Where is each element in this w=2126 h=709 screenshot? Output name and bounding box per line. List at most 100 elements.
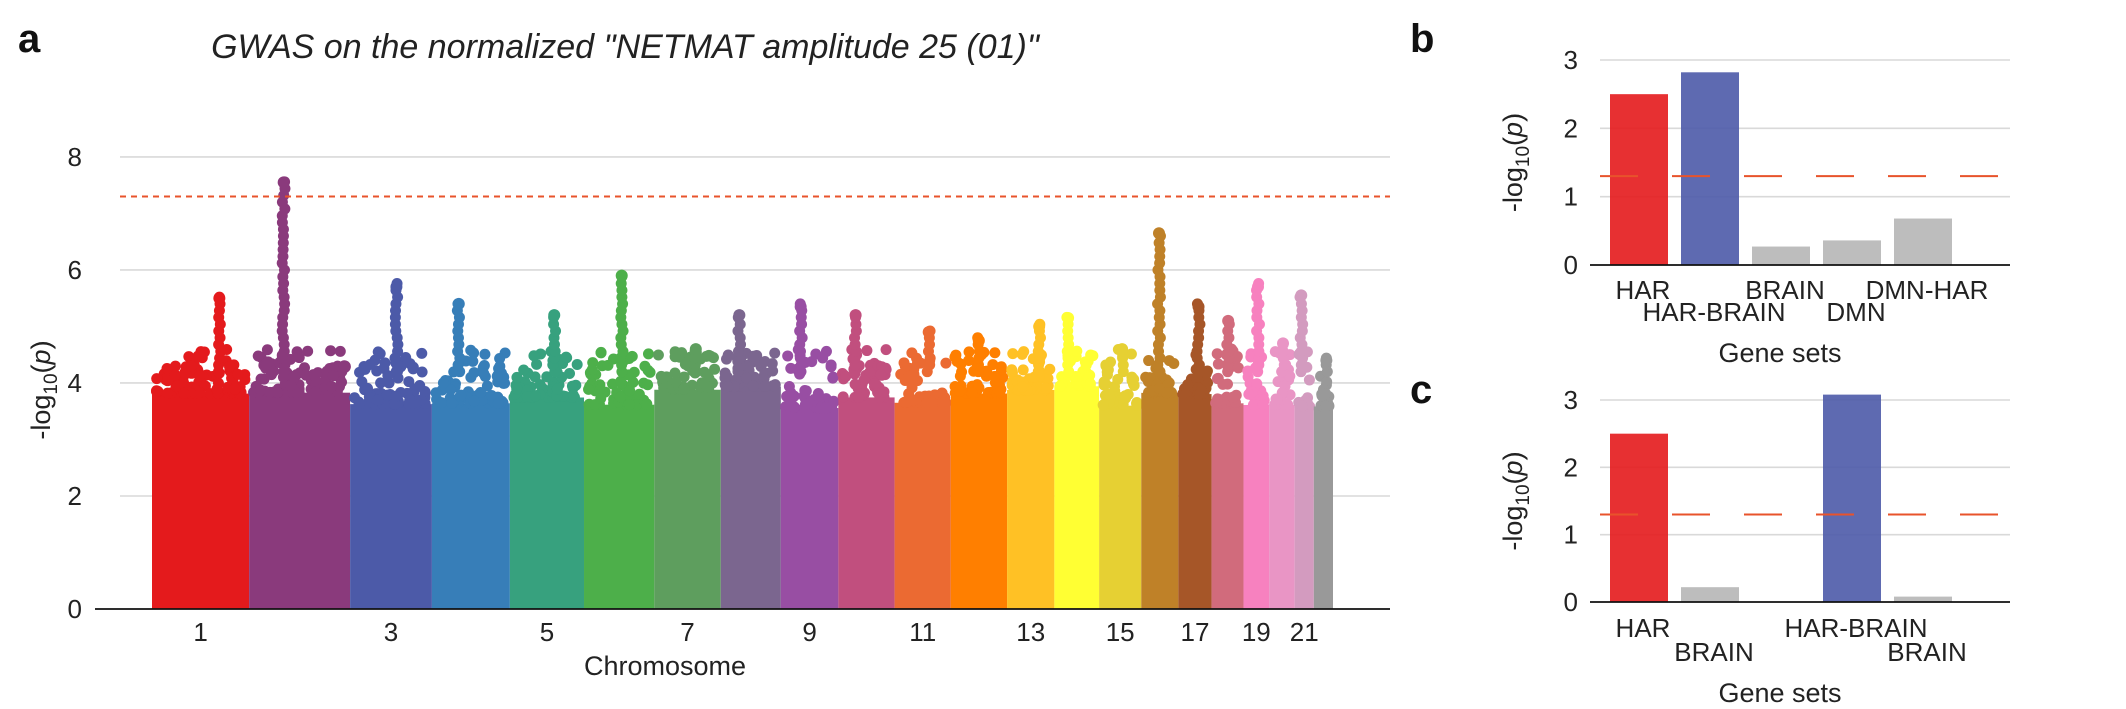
snp-point bbox=[229, 383, 241, 395]
snp-point bbox=[310, 386, 322, 398]
snp-point bbox=[372, 394, 384, 406]
chromosome-4-points bbox=[430, 297, 511, 609]
panel-letter-c: c bbox=[1410, 368, 1432, 412]
snp-point bbox=[161, 363, 173, 375]
snp-point bbox=[705, 350, 717, 362]
snp-point bbox=[1085, 349, 1097, 361]
chart-title: GWAS on the normalized "NETMAT amplitude… bbox=[211, 28, 1041, 66]
snp-point bbox=[169, 369, 181, 381]
snp-point bbox=[995, 361, 1007, 373]
panel-letter-a: a bbox=[18, 17, 41, 61]
snp-point bbox=[981, 365, 993, 377]
y-axis-label: -log10(p) bbox=[1498, 113, 1534, 212]
snp-point bbox=[264, 386, 276, 398]
snp-point bbox=[760, 380, 772, 392]
chromosome-14-points bbox=[1054, 311, 1100, 609]
snp-point bbox=[486, 390, 498, 402]
snp-point bbox=[1182, 379, 1194, 391]
snp-point bbox=[614, 391, 626, 403]
snp-point bbox=[721, 353, 733, 365]
chromosome-7-points bbox=[652, 343, 721, 609]
lead-snp-point bbox=[1222, 314, 1235, 327]
snp-point bbox=[511, 383, 523, 395]
snp-point bbox=[1248, 399, 1260, 411]
lead-snp-point bbox=[794, 300, 807, 313]
panel-a: a GWAS on the normalized "NETMAT amplitu… bbox=[18, 17, 1390, 681]
x-tick-label: BRAIN bbox=[1674, 637, 1753, 667]
snp-point bbox=[936, 387, 948, 399]
snp-point bbox=[369, 354, 381, 366]
snp-point bbox=[820, 402, 832, 414]
x-tick-label: HAR bbox=[1616, 613, 1671, 643]
snp-point bbox=[260, 360, 272, 372]
snp-point bbox=[1131, 399, 1143, 411]
snp-point bbox=[642, 348, 654, 360]
y-axis-label: -log10(p) bbox=[26, 340, 62, 439]
snp-point bbox=[624, 385, 636, 397]
snp-point bbox=[192, 350, 204, 362]
chromosome-20-points bbox=[1269, 337, 1296, 609]
snp-point bbox=[669, 367, 681, 379]
snp-point bbox=[747, 380, 759, 392]
snp-band bbox=[431, 403, 510, 609]
bar-har-brain bbox=[1681, 72, 1739, 265]
snp-point bbox=[799, 385, 811, 397]
snp-point bbox=[1320, 388, 1332, 400]
snp-point bbox=[375, 377, 387, 389]
snp-point bbox=[1006, 364, 1018, 376]
snp-point bbox=[1120, 392, 1132, 404]
snp-point bbox=[255, 384, 267, 396]
snp-point bbox=[521, 390, 533, 402]
bar-brain bbox=[1752, 246, 1810, 265]
snp-point bbox=[400, 351, 412, 363]
snp-point bbox=[1227, 391, 1239, 403]
snp-band bbox=[249, 392, 351, 609]
lead-snp-point bbox=[1192, 300, 1205, 313]
snp-point bbox=[1080, 359, 1092, 371]
x-tick-label: 21 bbox=[1290, 617, 1319, 647]
snp-point bbox=[571, 358, 583, 370]
x-axis-label: Chromosome bbox=[584, 651, 746, 681]
snp-point bbox=[966, 387, 978, 399]
snp-point bbox=[768, 380, 780, 392]
snp-band bbox=[950, 393, 1008, 609]
x-tick-label: DMN bbox=[1826, 297, 1885, 327]
snp-point bbox=[1243, 388, 1255, 400]
snp-point bbox=[356, 376, 368, 388]
snp-point bbox=[1054, 380, 1066, 392]
snp-point bbox=[583, 383, 595, 395]
bar-har-brain bbox=[1823, 394, 1881, 602]
snp-point bbox=[670, 376, 682, 388]
snp-point bbox=[416, 347, 428, 359]
snp-point bbox=[785, 362, 797, 374]
snp-point bbox=[193, 387, 205, 399]
x-tick-label: 13 bbox=[1016, 617, 1045, 647]
snp-point bbox=[602, 359, 614, 371]
snp-point bbox=[949, 351, 961, 363]
snp-band bbox=[1211, 403, 1244, 609]
snp-band bbox=[1141, 392, 1179, 609]
snp-point bbox=[1271, 393, 1283, 405]
snp-point bbox=[938, 397, 950, 409]
snp-point bbox=[963, 346, 975, 358]
snp-point bbox=[853, 391, 865, 403]
snp-point bbox=[719, 367, 731, 379]
y-tick-label: 4 bbox=[68, 368, 82, 398]
snp-point bbox=[255, 373, 267, 385]
lead-snp-point bbox=[1116, 343, 1129, 356]
snp-point bbox=[446, 397, 458, 409]
snp-point bbox=[468, 395, 480, 407]
snp-point bbox=[162, 375, 174, 387]
snp-point bbox=[531, 358, 543, 370]
snp-band bbox=[1269, 404, 1295, 609]
snp-point bbox=[1071, 345, 1083, 357]
snp-point bbox=[437, 377, 449, 389]
snp-point bbox=[491, 370, 503, 382]
snp-point bbox=[529, 390, 541, 402]
lead-snp-point bbox=[1033, 320, 1046, 333]
x-tick-label: 19 bbox=[1242, 617, 1271, 647]
snp-point bbox=[827, 371, 839, 383]
snp-point bbox=[551, 383, 563, 395]
